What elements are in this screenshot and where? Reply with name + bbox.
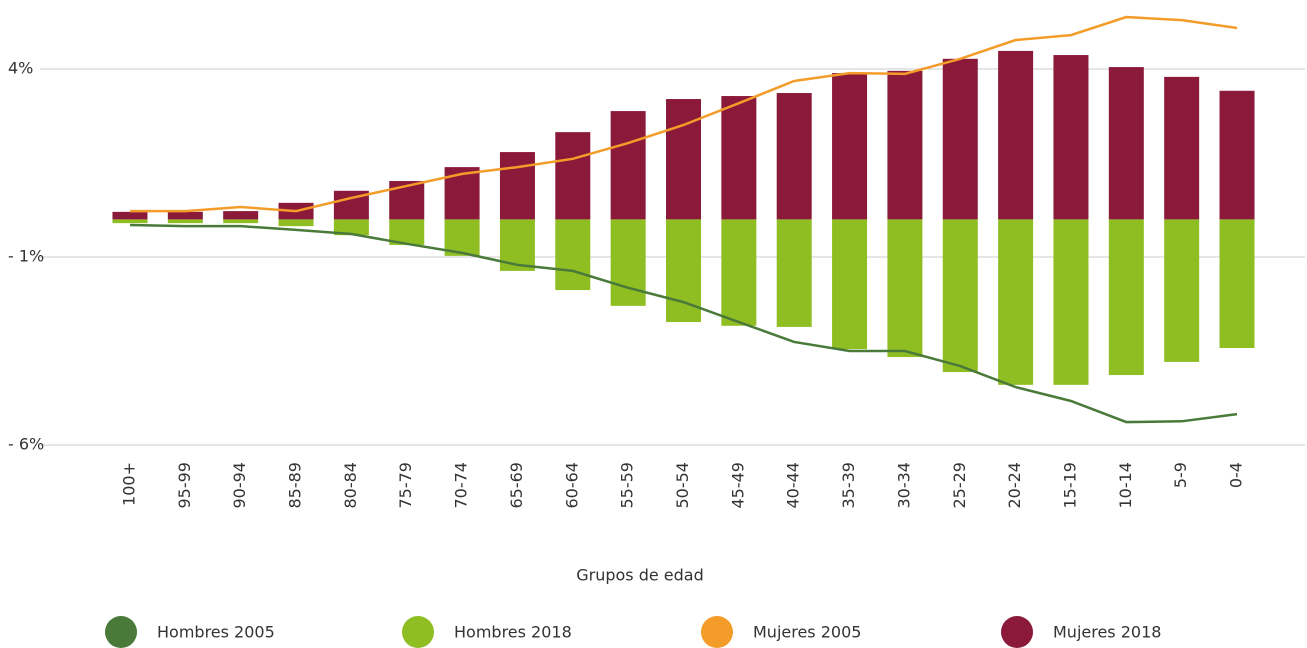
- bar: [1108, 67, 1144, 220]
- bar: [1053, 219, 1089, 385]
- x-tick-label: 95-99: [175, 462, 194, 509]
- x-tick-label: 60-64: [562, 462, 581, 509]
- x-tick-label: 15-19: [1060, 462, 1079, 509]
- bar: [555, 219, 591, 291]
- x-tick-label: 45-49: [728, 462, 747, 509]
- legend-label: Hombres 2005: [157, 623, 275, 642]
- bar: [610, 111, 646, 220]
- legend-marker: [402, 616, 434, 648]
- bar: [223, 219, 259, 224]
- bar: [942, 219, 978, 373]
- bar: [1164, 219, 1200, 362]
- bar: [223, 211, 259, 220]
- bar: [610, 219, 646, 306]
- bar: [112, 219, 148, 224]
- bar: [776, 219, 812, 327]
- bar: [832, 219, 868, 350]
- x-tick-label: 30-34: [894, 462, 913, 509]
- legend-marker: [701, 616, 733, 648]
- line: [129, 223, 1238, 424]
- bar: [555, 132, 591, 220]
- legend-label: Mujeres 2018: [1053, 623, 1161, 642]
- x-tick-label: 40-44: [784, 462, 803, 509]
- x-tick-label: 5-9: [1171, 462, 1190, 488]
- line: [129, 15, 1238, 213]
- bar: [112, 211, 148, 220]
- x-tick-label: 65-69: [507, 462, 526, 509]
- bar: [1219, 219, 1255, 348]
- legend-label: Hombres 2018: [454, 623, 572, 642]
- bar: [278, 219, 314, 227]
- x-tick-label: 70-74: [452, 462, 471, 509]
- x-tick-label: 80-84: [341, 462, 360, 509]
- x-tick-label: 10-14: [1116, 462, 1135, 509]
- bar: [721, 219, 757, 326]
- x-tick-label: 85-89: [286, 462, 305, 509]
- x-tick-label: 55-59: [618, 462, 637, 509]
- bar: [1164, 76, 1200, 220]
- x-tick-label: 50-54: [673, 462, 692, 509]
- x-tick-label: 20-24: [1005, 462, 1024, 509]
- bar: [1108, 219, 1144, 376]
- bar: [499, 152, 535, 220]
- x-tick-label: 35-39: [839, 462, 858, 509]
- y-tick-label: - 6%: [8, 435, 44, 454]
- bar: [167, 211, 203, 220]
- bar: [998, 50, 1034, 220]
- x-tick-label: 75-79: [396, 462, 415, 509]
- bar: [887, 219, 923, 358]
- legend-marker: [1001, 616, 1033, 648]
- bar: [776, 93, 812, 220]
- bar: [1053, 55, 1089, 220]
- bar: [167, 219, 203, 224]
- x-tick-label: 100+: [119, 462, 138, 506]
- bar: [666, 99, 701, 220]
- legend-label: Mujeres 2005: [753, 623, 861, 642]
- bar: [333, 219, 369, 236]
- x-tick-label: 25-29: [950, 462, 969, 509]
- bar: [666, 219, 701, 323]
- y-tick-label: - 1%: [8, 246, 44, 265]
- x-tick-label: 90-94: [230, 462, 249, 509]
- bar: [832, 73, 868, 220]
- bar: [942, 58, 978, 220]
- legend-marker: [105, 616, 137, 648]
- x-axis-label: Grupos de edad: [576, 566, 704, 585]
- x-tick-label: 0-4: [1227, 462, 1246, 488]
- bar: [721, 96, 757, 220]
- bar: [998, 219, 1034, 385]
- y-tick-label: 4%: [8, 58, 33, 77]
- bar: [887, 70, 923, 220]
- bar: [1219, 90, 1255, 220]
